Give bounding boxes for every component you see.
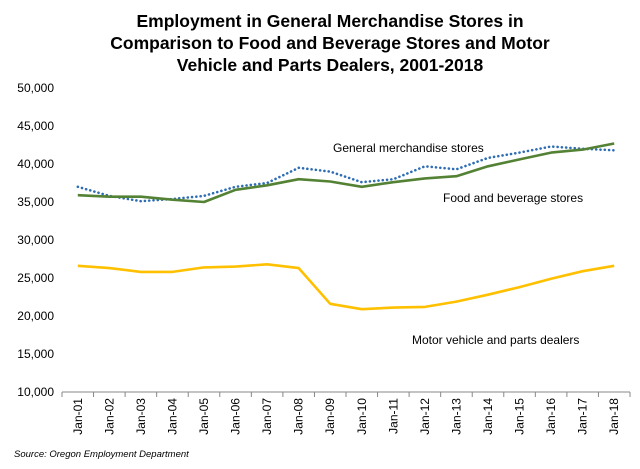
y-tick-label: 40,000 xyxy=(17,157,54,171)
x-tick-label: Jan-04 xyxy=(165,398,179,435)
x-tick-label: Jan-18 xyxy=(607,398,621,435)
series-annotation: Motor vehicle and parts dealers xyxy=(412,333,579,347)
x-tick-label: Jan-12 xyxy=(418,398,432,435)
y-tick-label: 45,000 xyxy=(17,119,54,133)
x-tick-label: Jan-15 xyxy=(513,398,527,435)
chart-title-line: Employment in General Merchandise Stores… xyxy=(136,11,524,31)
series-line-food-and-beverage-stores xyxy=(77,142,615,204)
x-tick-label: Jan-06 xyxy=(229,398,243,435)
series-annotation: Food and beverage stores xyxy=(443,191,583,205)
x-tick-label: Jan-09 xyxy=(323,398,337,435)
y-tick-label: 35,000 xyxy=(17,195,54,209)
x-tick-label: Jan-10 xyxy=(355,398,369,435)
x-tick-label: Jan-02 xyxy=(102,398,116,435)
x-tick-label: Jan-05 xyxy=(197,398,211,435)
series-line-motor-vehicle-and-parts-dealers xyxy=(77,262,615,311)
x-tick-label: Jan-14 xyxy=(481,398,495,435)
y-tick-label: 30,000 xyxy=(17,233,54,247)
chart-title-line: Comparison to Food and Beverage Stores a… xyxy=(110,33,550,53)
y-tick-label: 10,000 xyxy=(17,385,54,399)
source-note: Source: Oregon Employment Department xyxy=(14,449,189,460)
annotation-layer: General merchandise stores Food and bever… xyxy=(333,141,583,347)
x-tick-label: Jan-16 xyxy=(544,398,558,435)
x-tick-label: Jan-17 xyxy=(576,398,590,435)
x-tick-label: Jan-08 xyxy=(292,398,306,435)
y-tick-label: 50,000 xyxy=(17,81,54,95)
y-tick-label: 15,000 xyxy=(17,347,54,361)
x-tick-label: Jan-13 xyxy=(449,398,463,435)
y-axis: 10,000 15,000 20,000 25,000 30,000 35,000 40,0… xyxy=(17,81,54,399)
chart-title-line: Vehicle and Parts Dealers, 2001-2018 xyxy=(176,55,484,75)
series-layer xyxy=(76,142,616,311)
x-tick-label: Jan-07 xyxy=(260,398,274,435)
x-tick-label: Jan-11 xyxy=(386,398,400,434)
y-tick-label: 20,000 xyxy=(17,309,54,323)
x-axis: Jan-01 Jan-02 Jan-03 Jan-04 Jan-05 Jan-06 Jan-… xyxy=(61,391,631,435)
series-annotation: General merchandise stores xyxy=(333,141,484,155)
chart-title: Employment in General Merchandise Stores… xyxy=(40,10,620,76)
x-tick-label: Jan-03 xyxy=(134,398,148,435)
x-tick-label: Jan-01 xyxy=(71,398,85,435)
y-tick-label: 25,000 xyxy=(17,271,54,285)
